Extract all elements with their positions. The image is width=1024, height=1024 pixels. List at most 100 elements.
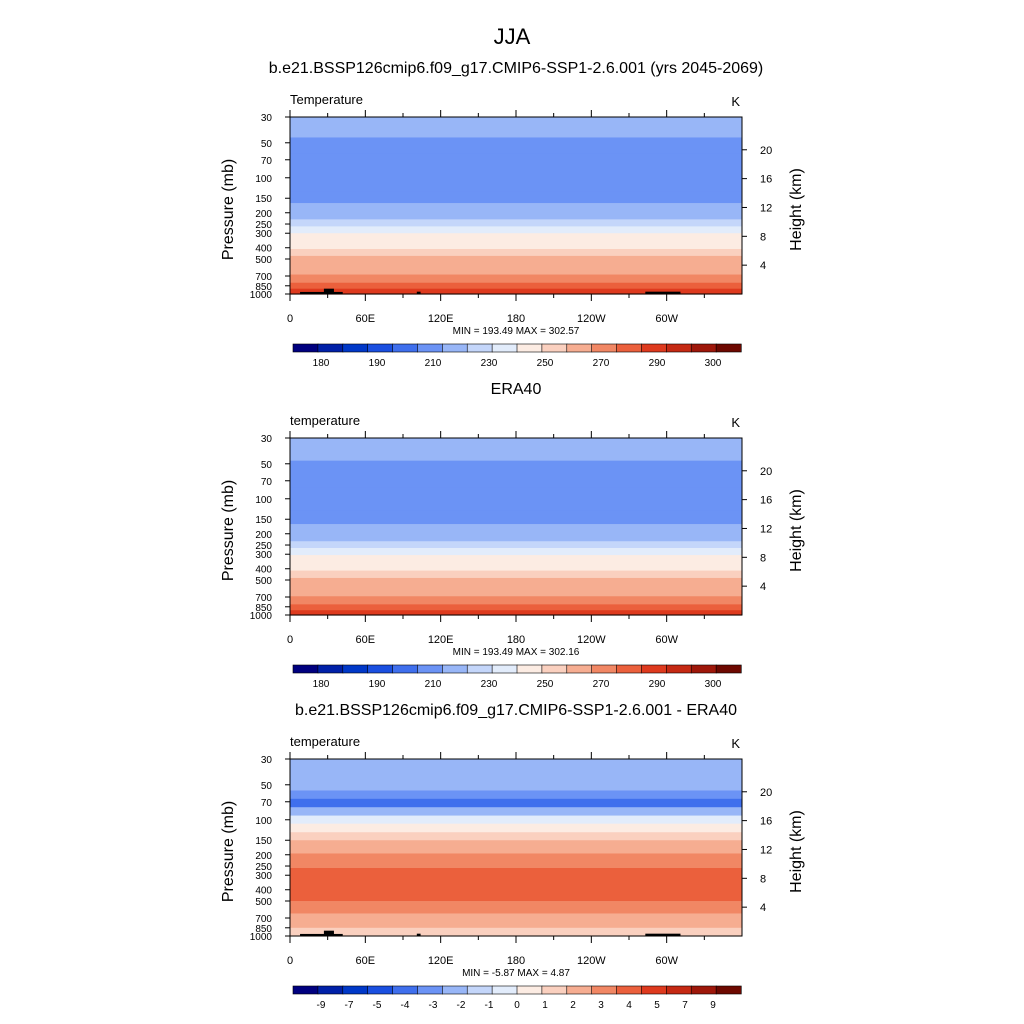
colorbar-swatch (417, 664, 443, 674)
contour-band (290, 868, 742, 902)
contour-band (290, 790, 742, 800)
colorbar-swatch (392, 343, 419, 353)
contour-band (290, 248, 742, 257)
colorbar-swatch (641, 664, 667, 674)
colorbar-label: -2 (457, 1000, 466, 1011)
y2-tick-label: 8 (760, 231, 766, 243)
panel-title: b.e21.BSSP126cmip6.f09_g17.CMIP6-SSP1-2.… (295, 702, 737, 719)
units-label: K (731, 415, 740, 430)
topography-mask (300, 291, 343, 294)
contour-band (290, 153, 742, 192)
topography-mask (323, 930, 334, 936)
colorbar-swatch (541, 985, 568, 995)
x-tick-label: 60W (655, 313, 678, 325)
colorbar-swatch (342, 343, 369, 353)
colorbar-swatch (641, 343, 667, 353)
colorbar-label: -3 (429, 1000, 438, 1011)
colorbar-swatch (666, 985, 692, 995)
y-tick-label: 50 (261, 781, 273, 792)
contour-band (290, 233, 742, 241)
colorbar-label: 290 (649, 358, 666, 369)
colorbar-label: -1 (485, 1000, 494, 1011)
x-tick-label: 60E (356, 634, 376, 646)
colorbar-label: 250 (537, 679, 554, 690)
colorbar-label: 7 (682, 1000, 688, 1011)
colorbar-swatch (715, 664, 742, 674)
y2-tick-label: 20 (760, 466, 772, 478)
x-tick-label: 120W (577, 634, 606, 646)
colorbar-label: 4 (626, 1000, 632, 1011)
colorbar-swatch (715, 343, 742, 353)
colorbar-label: -7 (345, 1000, 354, 1011)
topography-mask (645, 291, 681, 294)
panel-3: b.e21.BSSP126cmip6.f09_g17.CMIP6-SSP1-2.… (220, 702, 805, 1011)
topography-mask (323, 288, 334, 294)
y2-axis-label: Height (km) (788, 168, 805, 251)
colorbar-swatch (442, 343, 468, 353)
units-label: K (731, 94, 740, 109)
y-tick-label: 200 (255, 530, 272, 541)
colorbar-swatch (690, 985, 717, 995)
x-tick-label: 0 (287, 313, 293, 325)
contour-band (290, 510, 742, 525)
x-tick-label: 60E (356, 955, 376, 967)
colorbar-swatch (591, 985, 618, 995)
colorbar-swatch (367, 985, 394, 995)
contour-band (290, 487, 742, 511)
y-tick-label: 500 (255, 255, 272, 266)
y-tick-label: 850 (255, 603, 272, 614)
y-axis-label: Pressure (mb) (220, 480, 237, 581)
colorbar-swatch (392, 985, 419, 995)
contour-band (290, 604, 742, 611)
contour-band (290, 274, 742, 284)
y-tick-label: 300 (255, 550, 272, 561)
y-tick-label: 150 (255, 515, 272, 526)
y-tick-label: 1000 (250, 290, 273, 301)
contour-band (290, 117, 742, 139)
variable-label: temperature (290, 413, 360, 428)
contour-band (290, 533, 742, 542)
contour-band (290, 438, 742, 462)
contour-band (290, 282, 742, 290)
contour-band (290, 524, 742, 535)
contour-band (290, 203, 742, 213)
figure-title: JJA (494, 24, 531, 49)
colorbar-swatch (516, 985, 543, 995)
topography-mask (416, 933, 421, 936)
topography-mask (300, 933, 343, 936)
y2-tick-label: 20 (760, 145, 772, 157)
contour-band (290, 211, 742, 220)
colorbar-swatch (442, 664, 468, 674)
panel-1: b.e21.BSSP126cmip6.f09_g17.CMIP6-SSP1-2.… (220, 60, 805, 369)
colorbar-label: 210 (425, 679, 442, 690)
contour-band (290, 226, 742, 234)
panel-2: ERA40 temperature K 0 60E 120E 180 120W 60W 30 50 7… (220, 381, 805, 690)
contour-band (290, 460, 742, 489)
colorbar-swatch (616, 985, 643, 995)
contour-band (290, 255, 742, 265)
colorbar-label: -9 (317, 1000, 326, 1011)
y-tick-label: 700 (255, 593, 272, 604)
y2-tick-label: 8 (760, 552, 766, 564)
y-tick-label: 50 (261, 460, 273, 471)
colorbar-swatch (591, 664, 618, 674)
colorbar-label: 250 (537, 358, 554, 369)
y2-tick-label: 4 (760, 260, 766, 272)
colorbar-label: 2 (570, 1000, 576, 1011)
contour-band (290, 547, 742, 556)
colorbar-swatch (466, 343, 493, 353)
contour-band (290, 191, 742, 204)
variable-label: Temperature (290, 92, 363, 107)
y-tick-label: 1000 (250, 611, 273, 622)
contour-band (290, 570, 742, 579)
panel-title: ERA40 (491, 381, 542, 398)
contour-band (290, 901, 742, 915)
x-tick-label: 120W (577, 313, 606, 325)
colorbar-swatch (417, 343, 443, 353)
x-tick-label: 60E (356, 313, 376, 325)
colorbar-label: 290 (649, 679, 666, 690)
colorbar-swatch (292, 664, 319, 674)
colorbar-label: 180 (313, 358, 330, 369)
panel-title: b.e21.BSSP126cmip6.f09_g17.CMIP6-SSP1-2.… (269, 60, 764, 77)
contour-band (290, 798, 742, 808)
